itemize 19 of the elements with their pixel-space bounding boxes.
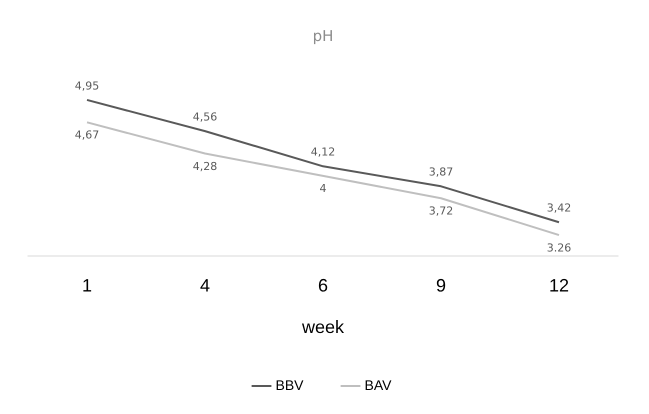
data-label: 4,95 [74, 79, 100, 92]
data-label: 4 [320, 182, 326, 196]
data-label: 3,87 [428, 166, 454, 179]
x-tick-label: 6 [318, 276, 328, 296]
legend-label: BAV [364, 376, 392, 393]
chart-title: pH [312, 26, 334, 45]
x-tick-label: 4 [200, 276, 210, 296]
data-label: 3,72 [428, 204, 454, 218]
x-axis-title: week [300, 317, 346, 338]
legend-label: BBV [276, 376, 304, 393]
data-label: 4,12 [310, 146, 336, 159]
data-label: 3,42 [546, 202, 572, 215]
x-tick-label: 1 [82, 276, 92, 296]
data-label: 4,28 [192, 160, 218, 173]
data-label: 4,56 [192, 110, 218, 124]
x-tick-label: 12 [548, 276, 570, 296]
data-label: 4,67 [74, 128, 100, 142]
data-label: 3.26 [546, 241, 572, 254]
x-tick-label: 9 [436, 276, 446, 296]
